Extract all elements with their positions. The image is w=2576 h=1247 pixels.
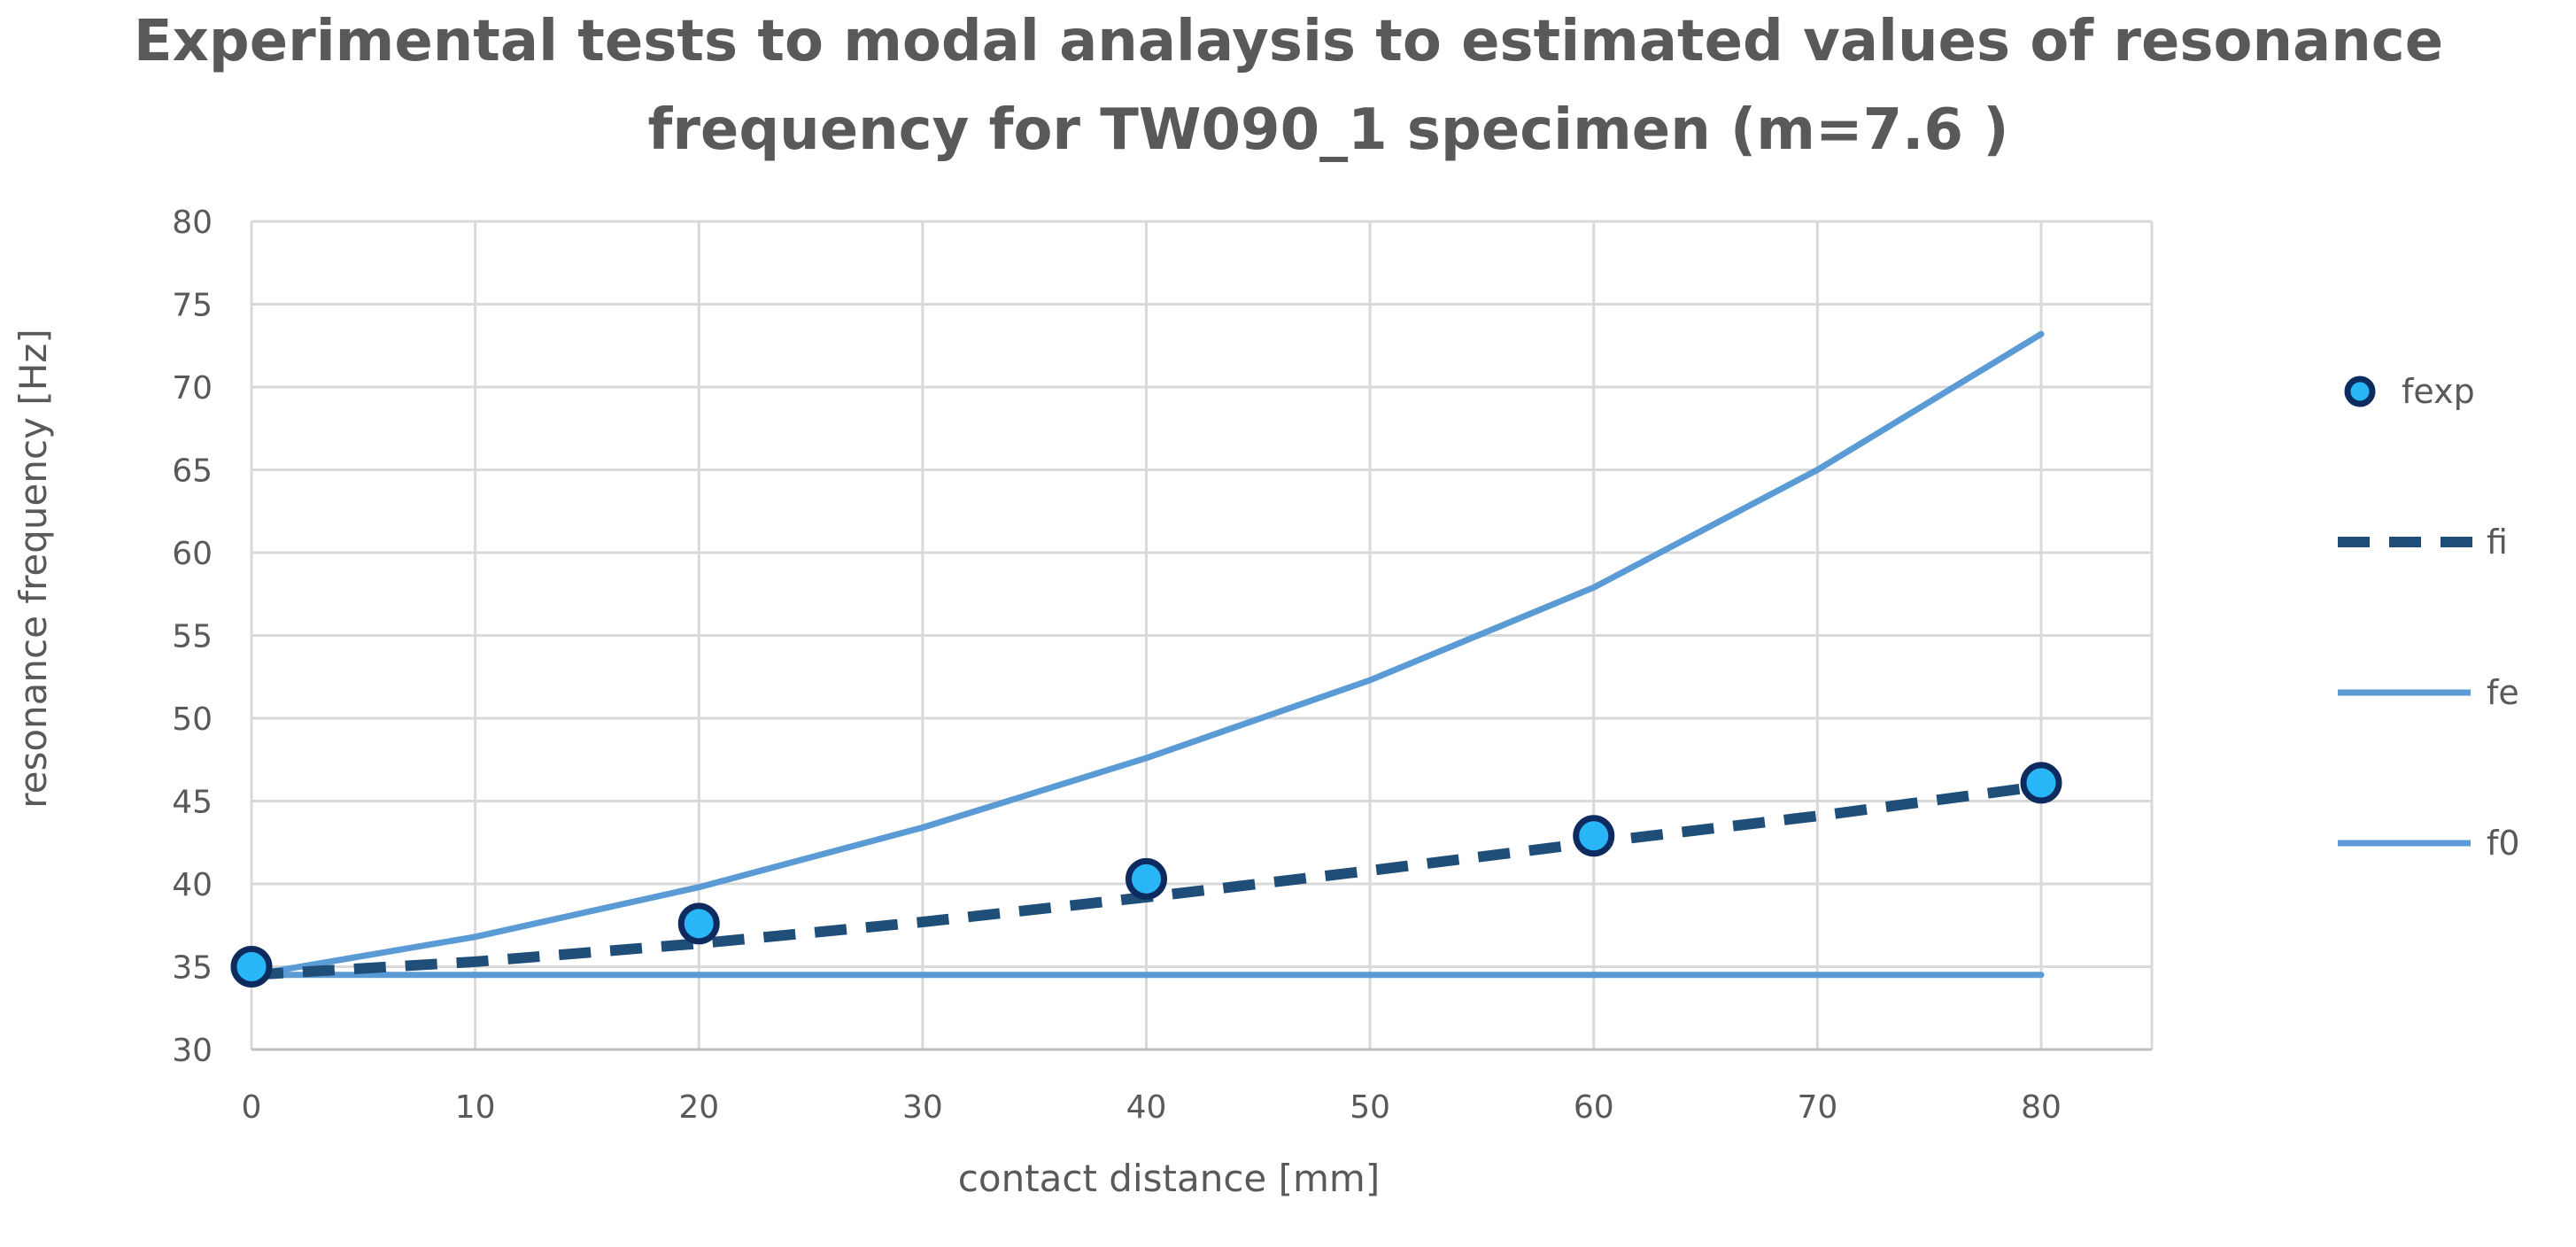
y-tick-label: 80 xyxy=(172,205,213,241)
y-tick-label: 70 xyxy=(172,370,213,407)
legend-label-fe: fe xyxy=(2487,673,2519,712)
x-tick-label: 0 xyxy=(242,1089,262,1126)
y-tick-label: 50 xyxy=(172,701,213,738)
y-tick-label: 65 xyxy=(172,453,213,490)
legend-label-fi: fi xyxy=(2487,523,2508,562)
y-axis-label: resonance frequency [Hz] xyxy=(12,329,55,808)
y-tick-label: 40 xyxy=(172,867,213,903)
series-layer xyxy=(230,330,2062,988)
series-fexp-point xyxy=(230,946,273,988)
x-tick-label: 30 xyxy=(902,1089,943,1126)
gridlines xyxy=(250,220,2154,1051)
legend-swatch-fexp xyxy=(2344,376,2376,407)
chart-title-line-2: frequency for TW090_1 specimen (m=7.6 ) xyxy=(648,97,2009,163)
legend-label-fexp: fexp xyxy=(2402,372,2475,411)
legend-label-f0: f0 xyxy=(2487,824,2520,863)
x-tick-label: 80 xyxy=(2021,1089,2062,1126)
x-tick-label: 10 xyxy=(455,1089,496,1126)
legend: fexp fi fe f0 xyxy=(2338,372,2520,863)
series-fexp-point xyxy=(677,902,720,945)
series-fexp-point xyxy=(1573,815,1615,857)
chart-title-line-1: Experimental tests to modal analaysis to… xyxy=(134,9,2443,74)
y-tick-label: 75 xyxy=(172,288,213,324)
y-tick-label: 60 xyxy=(172,536,213,572)
y-tick-label: 35 xyxy=(172,950,213,987)
y-tick-label: 45 xyxy=(172,785,213,821)
x-tick-label: 70 xyxy=(1797,1089,1837,1126)
y-tick-label: 55 xyxy=(172,619,213,655)
x-axis-ticks: 0 10 20 30 40 50 60 70 80 xyxy=(242,1089,2062,1126)
series-fexp-point xyxy=(2020,762,2062,804)
series-fe-line xyxy=(248,330,2045,979)
series-fexp-point xyxy=(1126,857,1167,900)
y-axis-ticks: 30 35 40 45 50 55 60 65 70 75 80 xyxy=(172,205,213,1069)
x-tick-label: 50 xyxy=(1350,1089,1390,1126)
x-axis-label: contact distance [mm] xyxy=(958,1157,1380,1200)
x-tick-label: 40 xyxy=(1126,1089,1167,1126)
x-tick-label: 20 xyxy=(678,1089,719,1126)
x-tick-label: 60 xyxy=(1574,1089,1614,1126)
y-tick-label: 30 xyxy=(172,1033,213,1069)
chart-title: Experimental tests to modal analaysis to… xyxy=(134,9,2443,163)
